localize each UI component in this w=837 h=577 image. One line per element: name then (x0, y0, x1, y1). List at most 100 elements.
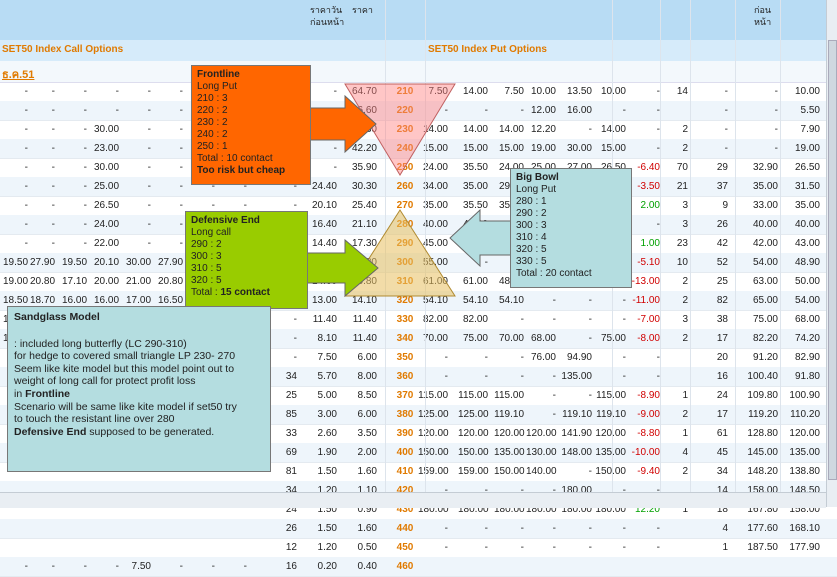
call-cell: 19.00 (3, 276, 29, 287)
put-cell: 150.00 (418, 447, 449, 458)
scrollbar-thumb[interactable] (828, 40, 837, 480)
call-cell: 27.90 (158, 257, 184, 268)
strike-cell: 380 (396, 409, 414, 420)
put-cell: 150.00 (458, 447, 489, 458)
strike-cell: 410 (396, 466, 414, 477)
put-cell: 1 (682, 390, 688, 401)
call-cell: - (83, 561, 87, 572)
call-cell: - (293, 333, 297, 344)
put-cell: 75.00 (600, 333, 626, 344)
call-cell: - (211, 181, 215, 192)
vertical-scrollbar[interactable] (826, 0, 837, 507)
put-cell: 19.00 (530, 143, 556, 154)
put-cell: - (520, 314, 524, 325)
put-cell: 10.00 (530, 86, 556, 97)
call-cell: - (51, 105, 55, 116)
call-cell: 22.00 (94, 238, 120, 249)
strike-cell: 390 (396, 428, 414, 439)
put-cell: - (552, 371, 556, 382)
call-cell: - (83, 124, 87, 135)
defensive-total-value: 15 (220, 287, 232, 298)
put-cell: 27.00 (558, 162, 592, 173)
put-cell: - (588, 523, 592, 534)
put-cell: 68.00 (530, 333, 556, 344)
call-cell: 16.00 (94, 295, 120, 306)
put-cell: 10.00 (600, 86, 626, 97)
put-cell: 54.00 (794, 295, 820, 306)
put-cell: - (484, 542, 488, 553)
call-cell: 0.40 (357, 561, 377, 572)
call-cell: - (83, 105, 87, 116)
call-cell: - (51, 86, 55, 97)
horizontal-scrollbar[interactable] (0, 492, 826, 508)
put-cell: 33.00 (752, 200, 778, 211)
call-cell: 13.00 (311, 295, 337, 306)
put-cell: 119.10 (494, 409, 524, 420)
sandglass-line: to touch the resistant line over 280 (14, 413, 175, 426)
call-cell: 17.00 (126, 295, 152, 306)
defensive-line: 300 : 3 (191, 251, 222, 262)
put-cell: 1 (682, 428, 688, 439)
put-cell: - (724, 86, 728, 97)
put-cell: 19.00 (794, 143, 820, 154)
put-cell: 3 (682, 219, 688, 230)
put-cell: 100.90 (789, 390, 820, 401)
call-cell: 24.40 (311, 181, 337, 192)
call-cell: - (179, 219, 183, 230)
put-cell: - (484, 352, 488, 363)
put-cell: 187.50 (747, 542, 778, 553)
call-cell: - (24, 219, 28, 230)
call-cell: - (147, 181, 151, 192)
call-cell: 1.20 (317, 485, 337, 496)
put-cell: 115.00 (494, 390, 524, 401)
put-cell: - (552, 485, 556, 496)
put-cell: - (724, 143, 728, 154)
put-cell: - (552, 542, 556, 553)
call-cell: - (51, 162, 55, 173)
call-cell: 3.50 (357, 428, 377, 439)
call-cell: - (243, 181, 247, 192)
strike-cell: 460 (396, 561, 414, 572)
put-cell: 12.00 (530, 105, 556, 116)
put-cell: 9 (722, 200, 728, 211)
prev-close-header: ราคาวัน ก่อนหน้า (310, 5, 345, 27)
put-cell: -3.50 (637, 181, 660, 192)
call-cell: 11.40 (312, 314, 337, 325)
put-cell: 7.90 (800, 124, 820, 135)
put-cell: 21 (676, 181, 688, 192)
put-cell: - (774, 124, 778, 135)
call-cell: 30.30 (351, 181, 377, 192)
call-cell: - (147, 162, 151, 173)
put-cell: - (588, 333, 592, 344)
put-cell: 119.10 (562, 409, 592, 420)
put-cell: 14.00 (422, 124, 448, 135)
call-cell: - (179, 238, 183, 249)
sandglass-line: in Frontline (14, 388, 264, 401)
put-cell: 54.10 (498, 295, 524, 306)
put-cell: -13.00 (631, 276, 660, 287)
put-cell: 34.00 (422, 181, 448, 192)
put-cell: -5.10 (637, 257, 660, 268)
bigbowl-line: 300 : 3 (516, 220, 547, 231)
strike-cell: 350 (396, 352, 414, 363)
call-cell: 30.00 (126, 257, 152, 268)
put-cell: 25 (716, 276, 728, 287)
call-cell: 16 (285, 561, 297, 572)
sandglass-text: in (14, 387, 26, 400)
put-cell: 135.00 (595, 447, 626, 458)
call-cell: - (333, 86, 337, 97)
put-cell: - (444, 105, 448, 116)
put-cell: - (656, 352, 660, 363)
call-cell: 33 (285, 428, 297, 439)
strike-cell: 340 (396, 333, 414, 344)
put-cell: - (444, 542, 448, 553)
put-cell: - (622, 523, 626, 534)
strike-cell: 270 (396, 200, 414, 211)
put-cell: 4 (722, 523, 728, 534)
put-cell: -8.00 (637, 333, 660, 344)
month-link[interactable]: ธ.ค.51 (2, 69, 35, 81)
sandglass-line: : included long butterfly (LC 290-310) (14, 337, 187, 350)
put-cell: 74.20 (794, 333, 820, 344)
put-cell: - (520, 485, 524, 496)
put-cell: 120.00 (494, 428, 525, 439)
